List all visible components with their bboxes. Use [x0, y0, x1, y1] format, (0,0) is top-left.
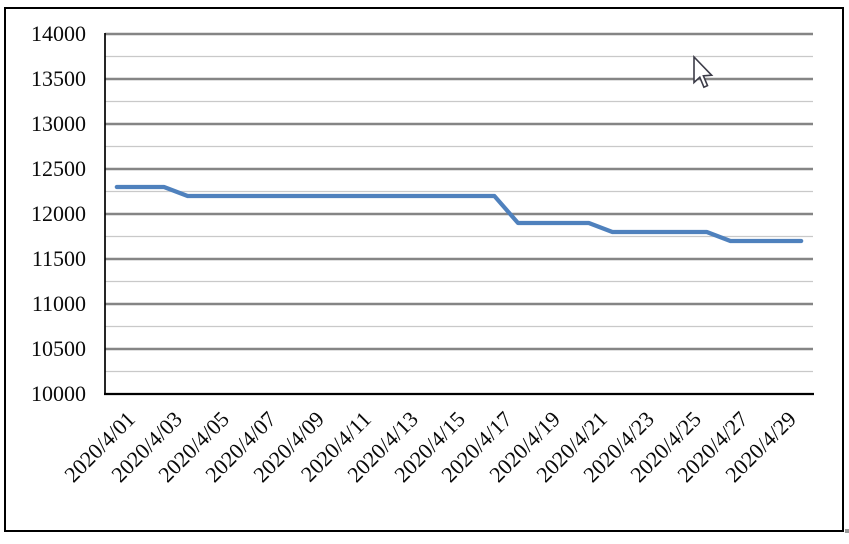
minor-gridlines — [105, 55, 813, 373]
y-tick-label: 11000 — [31, 291, 86, 316]
y-tick-label: 11500 — [31, 246, 86, 271]
major-gridlines — [105, 32, 813, 351]
y-tick-label: 13500 — [31, 66, 86, 91]
y-tick-label: 10500 — [31, 336, 86, 361]
chart-border[interactable] — [4, 7, 844, 532]
y-tick-label: 12500 — [31, 156, 86, 181]
y-tick-label: 13000 — [31, 111, 86, 136]
y-tick-label: 14000 — [31, 21, 86, 46]
resize-artifact-mark — [845, 529, 849, 533]
data-series-line[interactable] — [114, 184, 804, 244]
y-tick-label: 10000 — [31, 381, 86, 406]
y-tick-label: 12000 — [31, 201, 86, 226]
